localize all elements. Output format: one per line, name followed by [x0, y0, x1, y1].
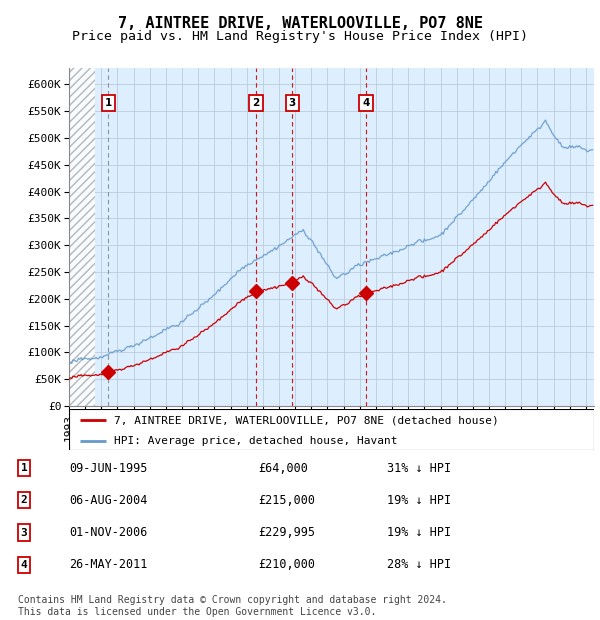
- Text: 31% ↓ HPI: 31% ↓ HPI: [387, 462, 451, 474]
- Text: 28% ↓ HPI: 28% ↓ HPI: [387, 559, 451, 571]
- Text: 19% ↓ HPI: 19% ↓ HPI: [387, 494, 451, 507]
- Text: HPI: Average price, detached house, Havant: HPI: Average price, detached house, Hava…: [113, 436, 397, 446]
- Text: 01-NOV-2006: 01-NOV-2006: [69, 526, 148, 539]
- Text: 06-AUG-2004: 06-AUG-2004: [69, 494, 148, 507]
- Text: £215,000: £215,000: [258, 494, 315, 507]
- Text: Price paid vs. HM Land Registry's House Price Index (HPI): Price paid vs. HM Land Registry's House …: [72, 30, 528, 43]
- Text: 2: 2: [20, 495, 28, 505]
- Text: 1: 1: [105, 98, 112, 108]
- Text: 1: 1: [20, 463, 28, 473]
- Text: 4: 4: [20, 560, 28, 570]
- Text: £229,995: £229,995: [258, 526, 315, 539]
- Text: 3: 3: [20, 528, 28, 538]
- Bar: [69, 68, 95, 406]
- Text: 26-MAY-2011: 26-MAY-2011: [69, 559, 148, 571]
- Text: £64,000: £64,000: [258, 462, 308, 474]
- Text: £210,000: £210,000: [258, 559, 315, 571]
- Text: Contains HM Land Registry data © Crown copyright and database right 2024.
This d: Contains HM Land Registry data © Crown c…: [18, 595, 447, 617]
- Text: 09-JUN-1995: 09-JUN-1995: [69, 462, 148, 474]
- Text: 19% ↓ HPI: 19% ↓ HPI: [387, 526, 451, 539]
- Text: 3: 3: [289, 98, 296, 108]
- Text: 7, AINTREE DRIVE, WATERLOOVILLE, PO7 8NE: 7, AINTREE DRIVE, WATERLOOVILLE, PO7 8NE: [118, 16, 482, 30]
- Text: 2: 2: [253, 98, 260, 108]
- Text: 4: 4: [362, 98, 370, 108]
- Text: 7, AINTREE DRIVE, WATERLOOVILLE, PO7 8NE (detached house): 7, AINTREE DRIVE, WATERLOOVILLE, PO7 8NE…: [113, 415, 499, 425]
